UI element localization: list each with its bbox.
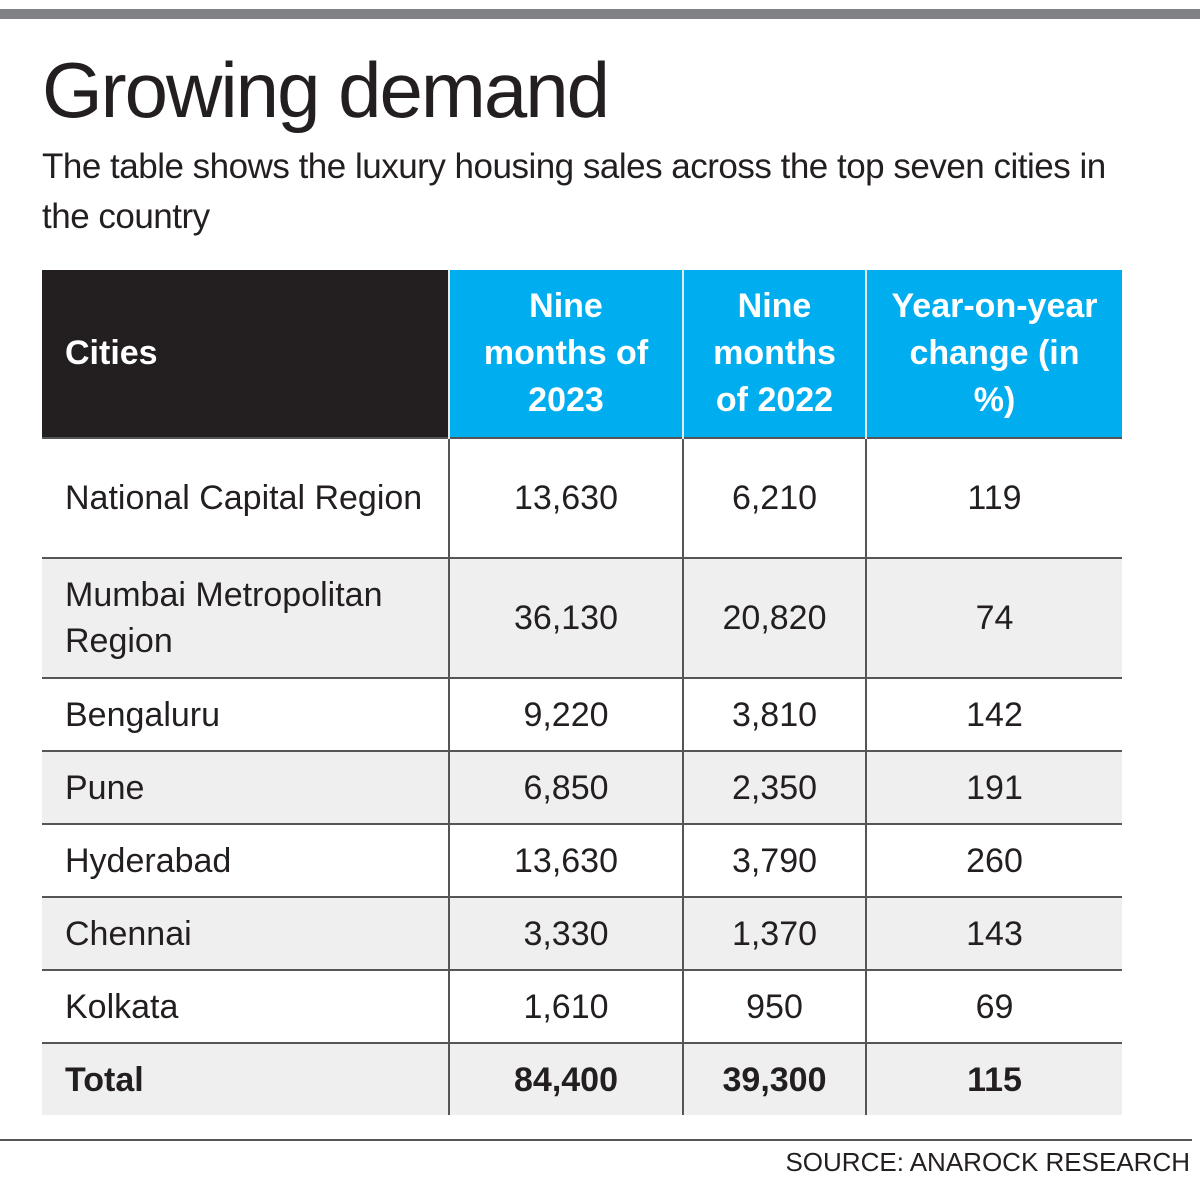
city-cell: Mumbai Metropolitan Region — [42, 557, 449, 678]
sales-table: Cities Nine months of 2023 Nine months o… — [42, 270, 1122, 1115]
yoy-change-cell: 142 — [865, 677, 1122, 751]
value-2022-cell: 39,300 — [682, 1042, 866, 1115]
value-2023-cell: 3,330 — [448, 896, 683, 970]
city-cell: Hyderabad — [42, 823, 449, 897]
yoy-change-cell: 119 — [865, 437, 1122, 558]
yoy-change-cell: 74 — [865, 557, 1122, 678]
value-2022-cell: 20,820 — [682, 557, 866, 678]
table-row: Kolkata 1,610 950 69 — [42, 969, 1122, 1043]
header-2023-label: Nine months of 2023 — [483, 287, 649, 419]
table-row: National Capital Region 13,630 6,210 119 — [42, 437, 1122, 558]
value-2023-cell: 13,630 — [448, 437, 683, 558]
yoy-change-cell: 143 — [865, 896, 1122, 970]
table-row: Bengaluru 9,220 3,810 142 — [42, 677, 1122, 751]
value-2022-cell: 3,810 — [682, 677, 866, 751]
city-cell: Total — [42, 1042, 449, 1115]
value-2023-cell: 9,220 — [448, 677, 683, 751]
header-yoy: Year-on-year change (in %) — [865, 270, 1122, 438]
source-note: SOURCE: ANAROCK RESEARCH — [785, 1147, 1190, 1177]
value-2022-cell: 950 — [682, 969, 866, 1043]
footer-rule — [0, 1139, 1192, 1141]
city-cell: Bengaluru — [42, 677, 449, 751]
header-2022: Nine months of 2022 — [682, 270, 866, 438]
header-yoy-label: Year-on-year change (in %) — [891, 287, 1098, 419]
yoy-change-cell: 69 — [865, 969, 1122, 1043]
city-cell: Chennai — [42, 896, 449, 970]
chart-subtitle: The table shows the luxury housing sales… — [42, 147, 1106, 236]
table-row: Pune 6,850 2,350 191 — [42, 750, 1122, 824]
table-row: Hyderabad 13,630 3,790 260 — [42, 823, 1122, 897]
header-2023: Nine months of 2023 — [448, 270, 683, 438]
value-2023-cell: 1,610 — [448, 969, 683, 1043]
value-2022-cell: 3,790 — [682, 823, 866, 897]
top-rule — [0, 9, 1200, 19]
city-cell: National Capital Region — [42, 437, 449, 558]
value-2022-cell: 1,370 — [682, 896, 866, 970]
total-row: Total 84,400 39,300 115 — [42, 1042, 1122, 1115]
table-row: Mumbai Metropolitan Region 36,130 20,820 74 — [42, 557, 1122, 678]
header-row: Cities Nine months of 2023 Nine months o… — [42, 270, 1122, 438]
value-2023-cell: 84,400 — [448, 1042, 683, 1115]
header-cities: Cities — [42, 270, 449, 438]
value-2023-cell: 36,130 — [448, 557, 683, 678]
header-2022-label: Nine months of 2022 — [713, 287, 836, 419]
value-2022-cell: 6,210 — [682, 437, 866, 558]
city-cell: Pune — [42, 750, 449, 824]
yoy-change-cell: 260 — [865, 823, 1122, 897]
chart-title: Growing demand — [42, 46, 610, 134]
yoy-change-cell: 191 — [865, 750, 1122, 824]
yoy-change-cell: 115 — [865, 1042, 1122, 1115]
value-2023-cell: 6,850 — [448, 750, 683, 824]
table-row: Chennai 3,330 1,370 143 — [42, 896, 1122, 970]
value-2023-cell: 13,630 — [448, 823, 683, 897]
value-2022-cell: 2,350 — [682, 750, 866, 824]
city-cell: Kolkata — [42, 969, 449, 1043]
